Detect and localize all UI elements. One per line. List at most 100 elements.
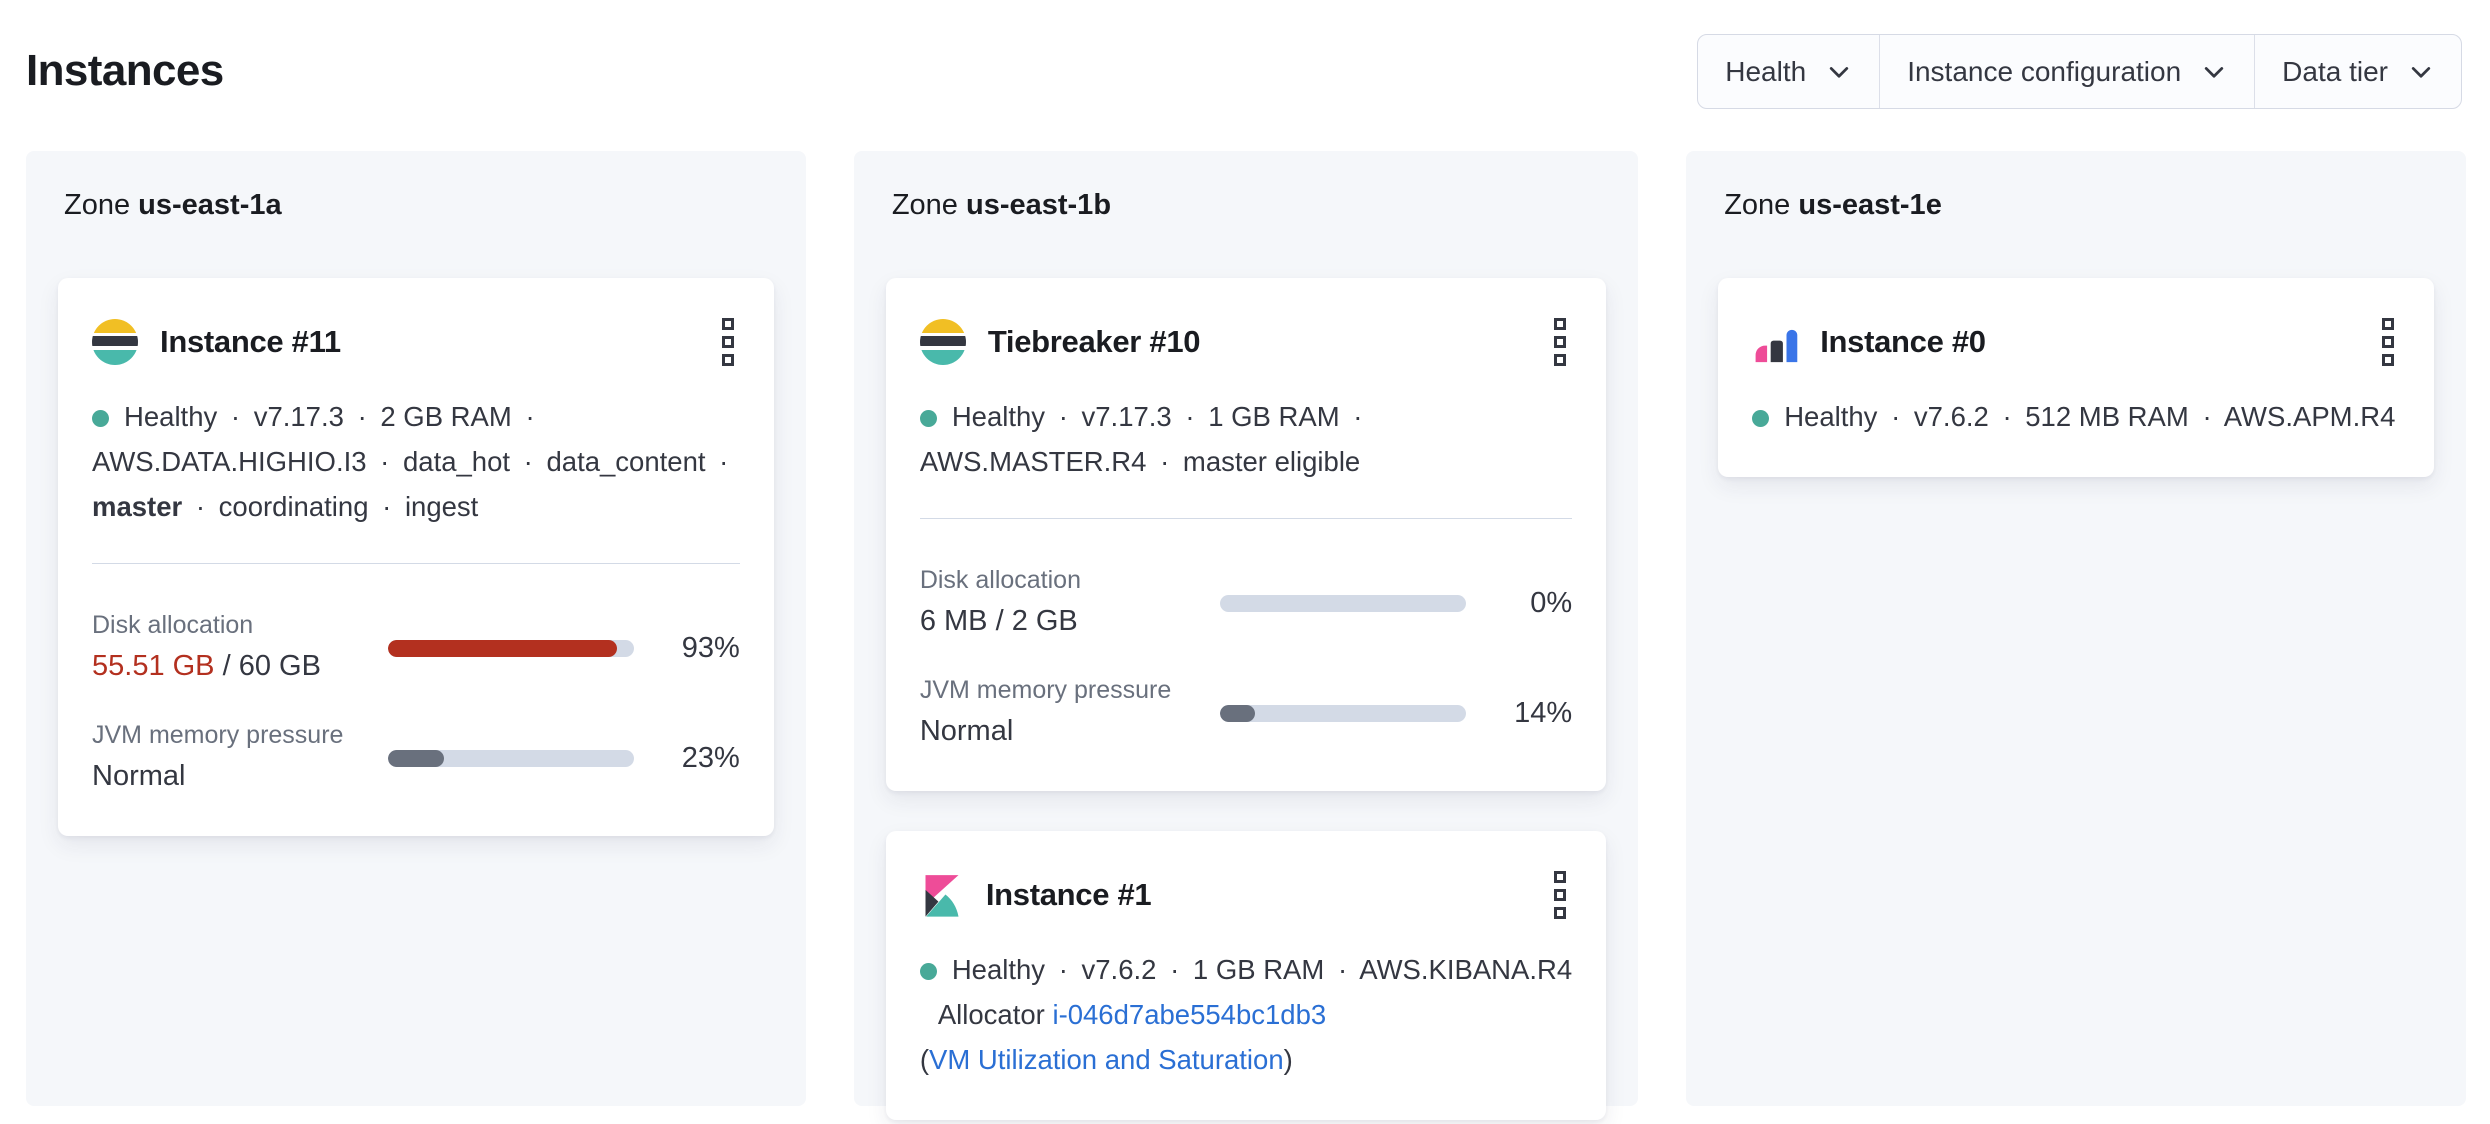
metrics-block: Disk allocation 6 MB / 2 GB 0% JVM memor… [920, 563, 1572, 753]
dot-separator: · [2202, 401, 2212, 432]
instance-meta: Healthy · v7.6.2 · 512 MB RAM · AWS.APM.… [1752, 394, 2400, 439]
dot-separator: · [525, 401, 535, 432]
jvm-percent: 23% [681, 741, 740, 774]
dot-separator: · [380, 446, 390, 477]
disk-total: 2 GB [1011, 605, 1078, 637]
configuration-text: AWS.KIBANA.R4 [1359, 954, 1573, 985]
disk-value: 6 MB / 2 GB [920, 599, 1204, 643]
instance-title: Instance #0 [1820, 324, 1986, 359]
zone-word: Zone [1724, 189, 1791, 221]
card-divider [919, 518, 1573, 519]
instance-menu-button[interactable] [1548, 314, 1572, 370]
instance-meta: Healthy · v7.6.2 · 1 GB RAM · AWS.KIBANA… [919, 947, 1573, 1082]
dot-separator: · [195, 491, 206, 522]
instance-card-11: Instance #11 Healthy · v7.17.3 · 2 GB RA… [58, 278, 774, 836]
filter-label-health: Health [1725, 55, 1807, 87]
role-text: coordinating [218, 491, 369, 522]
health-status: Healthy [951, 401, 1046, 432]
card-header: Tiebreaker #10 [919, 314, 1572, 370]
health-dot-icon [919, 963, 937, 980]
health-dot-icon [919, 410, 937, 427]
boxes-vertical-icon [721, 318, 734, 366]
disk-progress-fill [387, 639, 617, 657]
filter-label-instance-configuration: Instance configuration [1907, 55, 2182, 87]
filter-button-data-tier[interactable]: Data tier [2254, 35, 2461, 108]
dot-separator: · [382, 491, 392, 522]
role-text: data_content [546, 446, 706, 477]
health-dot-icon [1752, 410, 1770, 427]
dot-separator: · [2002, 401, 2012, 432]
instance-menu-button[interactable] [716, 314, 740, 370]
vm-utilization-link[interactable]: VM Utilization and Saturation [928, 1044, 1284, 1075]
dot-separator: · [1170, 954, 1180, 985]
card-header: Instance #0 [1752, 314, 2400, 370]
boxes-vertical-icon [1554, 318, 1567, 366]
allocator-label: Allocator [937, 999, 1045, 1030]
elasticsearch-logo-icon [919, 319, 966, 365]
apm-logo-icon [1755, 329, 1798, 363]
page-title: Instances [26, 46, 224, 95]
health-status: Healthy [124, 401, 218, 432]
health-dot-icon [92, 410, 109, 427]
jvm-progress-fill [1220, 704, 1255, 722]
ram-text: 512 MB RAM [2025, 401, 2189, 432]
filter-label-data-tier: Data tier [2282, 55, 2388, 87]
slash-separator: / [995, 605, 1004, 637]
filter-group: Health Instance configuration Data tier [1697, 34, 2462, 109]
instance-title: Tiebreaker #10 [987, 324, 1201, 359]
dot-separator: · [230, 401, 241, 432]
zone-title: Zone us-east-1b [892, 189, 1606, 222]
metric-label: Disk allocation [919, 566, 1081, 594]
zone-name: us-east-1a [138, 189, 282, 221]
disk-value: 55.51 GB / 60 GB [92, 644, 372, 688]
metrics-block: Disk allocation 55.51 GB / 60 GB 93% JVM… [92, 608, 740, 798]
ram-text: 1 GB RAM [1192, 954, 1325, 985]
dot-separator: · [1337, 954, 1348, 985]
ram-text: 2 GB RAM [380, 401, 512, 432]
disk-percent: 93% [681, 631, 740, 664]
chevron-down-icon [2411, 66, 2431, 78]
disk-total: 60 GB [238, 650, 321, 682]
paren-open: ( [919, 1044, 929, 1075]
instance-meta: Healthy · v7.17.3 · 2 GB RAM · AWS.DATA.… [92, 394, 740, 529]
chevron-down-icon [1830, 66, 1849, 78]
disk-progress-bar [387, 639, 634, 657]
allocator-link[interactable]: i-046d7abe554bc1db3 [1052, 999, 1327, 1030]
card-header: Instance #11 [92, 314, 740, 370]
dot-separator: · [1353, 401, 1363, 432]
health-status: Healthy [1784, 401, 1878, 432]
zone-panel-us-east-1b: Zone us-east-1b Tiebreaker #10 Healthy ·… [853, 151, 1639, 1120]
dot-separator: · [523, 446, 533, 477]
slash-separator: / [222, 650, 231, 682]
disk-allocation-metric: Disk allocation 55.51 GB / 60 GB 93% [92, 608, 740, 688]
zone-name: us-east-1b [965, 189, 1112, 221]
dot-separator: · [1891, 401, 1901, 432]
dot-separator: · [1058, 954, 1068, 985]
disk-used: 6 MB [919, 605, 988, 637]
dot-separator: · [719, 446, 729, 477]
filter-button-instance-configuration[interactable]: Instance configuration [1879, 35, 2254, 108]
boxes-vertical-icon [2382, 318, 2394, 366]
instance-menu-button[interactable] [2376, 314, 2400, 370]
jvm-percent: 14% [1514, 696, 1573, 729]
zone-title: Zone us-east-1e [1724, 189, 2434, 222]
instance-card-0: Instance #0 Healthy · v7.6.2 · 512 MB RA… [1718, 278, 2434, 477]
card-header: Instance #1 [920, 867, 1572, 923]
version-text: v7.17.3 [1081, 401, 1172, 432]
zone-panel-us-east-1a: Zone us-east-1a Instance #11 Healthy · v… [26, 151, 806, 1106]
filter-button-health[interactable]: Health [1698, 35, 1879, 108]
configuration-text: AWS.APM.R4 [2223, 401, 2396, 432]
jvm-value: Normal [919, 715, 1014, 747]
disk-allocation-metric: Disk allocation 6 MB / 2 GB 0% [920, 563, 1572, 643]
paren-close: ) [1283, 1044, 1293, 1075]
instance-title: Instance #11 [160, 324, 341, 359]
zone-word: Zone [891, 189, 958, 221]
role-text: master eligible [1182, 446, 1361, 477]
kibana-logo-icon [925, 875, 959, 917]
zones-grid: Zone us-east-1a Instance #11 Healthy · v… [0, 151, 2490, 1120]
card-divider [92, 563, 740, 564]
instance-menu-button[interactable] [1548, 867, 1572, 923]
disk-used: 55.51 GB [92, 650, 215, 682]
dot-separator: · [1185, 401, 1195, 432]
metric-label: JVM memory pressure [919, 676, 1172, 704]
